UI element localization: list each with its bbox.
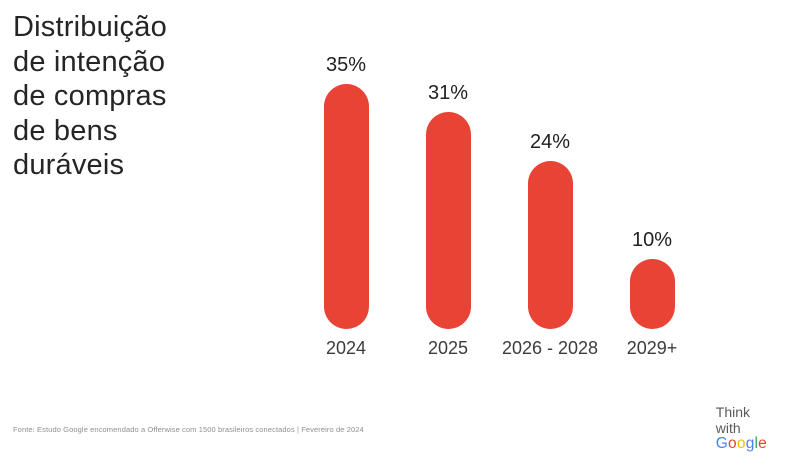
google-letter: G [715,435,729,452]
bar-column: 31% 2025 [397,82,499,359]
bar [527,161,573,329]
bar-value-label: 35% [325,54,367,76]
chart-title-line: de bens [13,114,118,147]
bar-value-label: 31% [427,82,469,104]
google-letter: o [728,435,737,452]
think-with-google-logo: Think with Google [716,404,767,452]
bar-column: 35% 2024 [295,54,397,359]
bar-column: 10% 2029+ [601,229,703,359]
bar-chart: 35% 2024 31% 2025 24% 2026 - 2028 10% 2029+ [295,54,703,359]
bar-column: 24% 2026 - 2028 [499,131,601,359]
category-label: 2029+ [626,338,678,358]
chart-title-line: de intenção [13,45,166,78]
google-wordmark: Google [716,436,767,452]
category-label: 2026 - 2028 [501,338,599,358]
logo-with-line: with [715,420,741,436]
chart-title: Distribuição de intenção de compras de b… [13,10,167,183]
category-label: 2025 [427,338,469,358]
logo-think-line: Think [715,404,750,420]
bar [425,112,471,329]
google-letter: o [736,435,746,452]
chart-title-line: Distribuição [13,11,167,43]
bar [323,84,369,329]
bar-value-label: 10% [631,229,673,251]
bar [629,259,675,329]
category-label: 2024 [325,338,367,358]
source-note: Fonte: Estudo Google encomendado a Offer… [13,425,364,434]
google-letter: e [758,435,767,452]
google-letter: g [745,435,755,452]
chart-title-line: duráveis [13,149,125,181]
chart-title-line: de compras [13,80,167,112]
bar-value-label: 24% [529,131,571,153]
google-letter: l [754,435,759,452]
